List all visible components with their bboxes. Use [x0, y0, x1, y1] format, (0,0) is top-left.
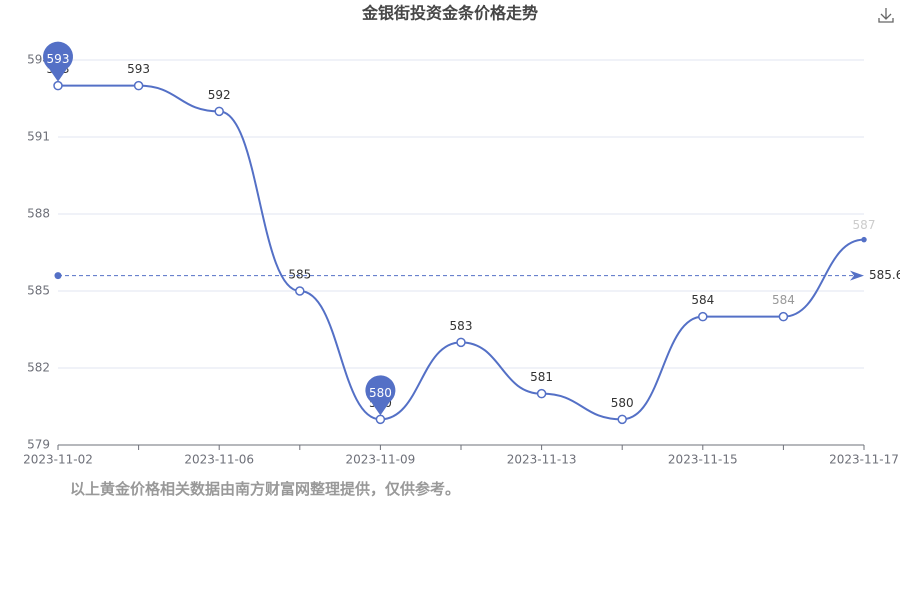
- y-tick-label: 588: [27, 207, 50, 221]
- y-tick-label: 591: [27, 130, 50, 144]
- data-label: 592: [208, 88, 231, 102]
- point: [295, 286, 305, 296]
- point: [133, 80, 144, 91]
- x-tick-label: 2023-11-06: [184, 453, 254, 467]
- mean-label: 585.6: [869, 268, 900, 282]
- mean-arrow: [850, 270, 864, 281]
- chart-title: 金银街投资金条价格走势: [361, 4, 538, 23]
- data-label: 584: [691, 293, 714, 307]
- x-tick-label: 2023-11-02: [23, 453, 93, 467]
- data-label: 584: [772, 293, 795, 307]
- download-icon[interactable]: [878, 8, 894, 23]
- point: [53, 80, 63, 91]
- y-tick-label: 582: [27, 361, 50, 375]
- footnote: 以上黄金价格相关数据由南方财富网整理提供，仅供参考。: [70, 480, 461, 498]
- mean-start: [54, 272, 62, 280]
- data-label: 581: [530, 370, 553, 384]
- data-label: 580: [611, 396, 634, 410]
- point: [861, 236, 867, 243]
- mark-pin: [43, 41, 73, 82]
- x-tick-label: 2023-11-17: [829, 453, 899, 467]
- point: [536, 388, 547, 399]
- point: [617, 414, 627, 425]
- line: [57, 84, 865, 421]
- x-tick-label: 2023-11-15: [668, 453, 738, 467]
- mark-pin-label: 593: [47, 52, 70, 66]
- mark-pin: [365, 375, 396, 416]
- point: [778, 311, 789, 322]
- x-tick-label: 2023-11-13: [507, 453, 577, 467]
- point: [375, 414, 386, 425]
- y-tick-label: 585: [27, 284, 50, 298]
- chart: 金银街投资金条价格走势 5795825855885915942023-11-02…: [23, 4, 900, 467]
- data-label: 585: [288, 268, 311, 282]
- download-glyph[interactable]: [878, 8, 894, 23]
- point: [456, 337, 466, 348]
- data-label: 587: [853, 218, 876, 232]
- y-tick-label: 579: [27, 438, 50, 452]
- x-tick-label: 2023-11-09: [346, 453, 416, 467]
- mark-pin-label: 580: [369, 386, 392, 400]
- point: [214, 106, 224, 117]
- data-label: 583: [450, 319, 473, 333]
- data-label: 593: [127, 62, 150, 76]
- point: [698, 311, 708, 322]
